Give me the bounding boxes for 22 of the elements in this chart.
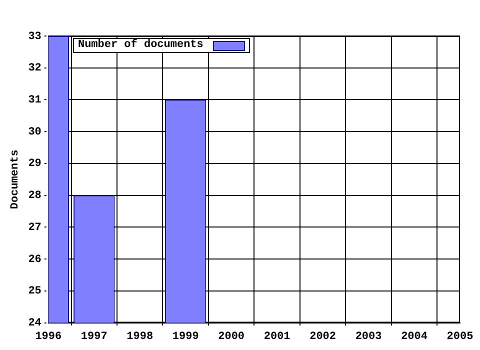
y-tick-label: 30 — [28, 126, 42, 138]
x-tick-label: 2001 — [264, 331, 291, 344]
x-tick-label: 2004 — [401, 331, 428, 344]
y-tick-label: 31 — [28, 94, 42, 106]
x-tick-label: 1998 — [126, 331, 154, 344]
x-tick-label: 2003 — [355, 331, 382, 344]
x-tick-label: 1997 — [80, 331, 108, 344]
x-tick-label: 2002 — [310, 331, 336, 344]
x-tick-label: 2005 — [446, 331, 474, 344]
y-tick-label: 32 — [28, 62, 42, 75]
x-tick-label: 1996 — [35, 331, 62, 344]
y-tick-label: 27 — [28, 222, 42, 234]
legend-label: Number of documents — [78, 39, 204, 52]
y-tick-label: 26 — [28, 254, 42, 266]
y-tick-label: 24 — [28, 318, 42, 330]
y-tick-label: 25 — [28, 286, 42, 298]
y-tick-label: 33 — [28, 30, 42, 43]
y-tick-label: 28 — [28, 190, 42, 202]
x-tick-label: 1999 — [172, 331, 199, 344]
x-tick-label: 2000 — [218, 331, 245, 344]
y-axis-title: Documents — [9, 150, 22, 210]
y-tick-label: 29 — [28, 158, 42, 170]
